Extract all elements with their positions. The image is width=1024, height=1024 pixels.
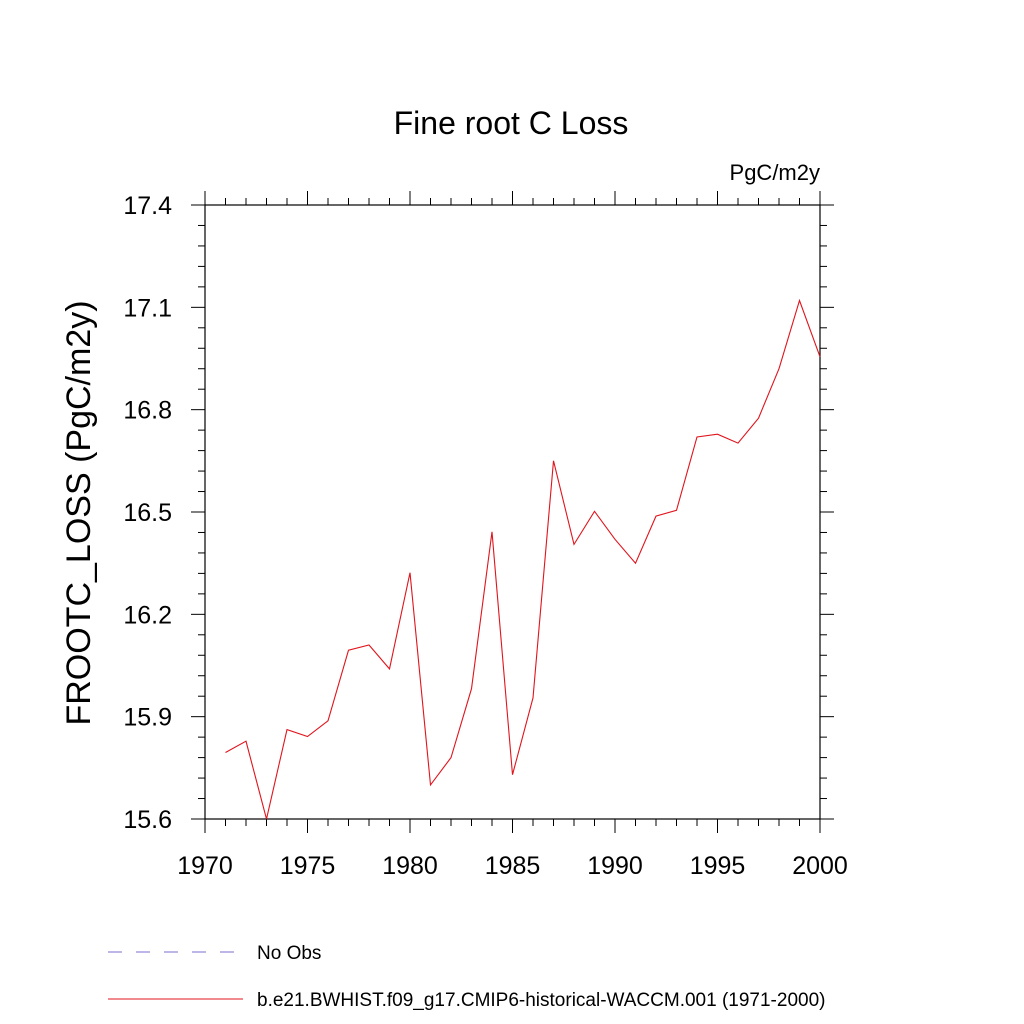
y-tick-label: 16.5: [123, 499, 172, 527]
units-label: PgC/m2y: [730, 160, 820, 185]
series-line: [225, 298, 821, 820]
y-tick-label: 15.6: [123, 806, 172, 834]
y-tick-label: 17.1: [123, 294, 172, 322]
legend-entry: No Obs: [257, 943, 321, 964]
x-tick-label: 2000: [792, 852, 848, 880]
y-tick-label: 16.2: [123, 601, 172, 629]
y-axis-label: FROOTC_LOSS (PgC/m2y): [60, 300, 98, 725]
plot-frame: [204, 204, 821, 820]
x-tick-label: 1975: [280, 852, 336, 880]
y-tick-label: 16.8: [123, 397, 172, 425]
legend-entry: b.e21.BWHIST.f09_g17.CMIP6-historical-WA…: [257, 990, 825, 1011]
x-tick-label: 1970: [177, 852, 233, 880]
axis-tick-labels: 1970 1975 1980 1985 1990 1995 2000 15.6 15.9 16.2…: [123, 192, 847, 880]
x-tick-label: 1985: [485, 852, 541, 880]
y-tick-label: 15.9: [123, 704, 172, 732]
axis-ticks: [191, 191, 834, 833]
legend: No Obs b.e21.BWHIST.f09_g17.CMIP6-histori…: [108, 943, 825, 1011]
x-tick-label: 1990: [587, 852, 643, 880]
x-tick-label: 1980: [382, 852, 438, 880]
x-tick-label: 1995: [690, 852, 746, 880]
chart-title: Fine root C Loss: [394, 105, 629, 141]
series-lines: [225, 298, 821, 820]
y-tick-label: 17.4: [123, 192, 172, 220]
